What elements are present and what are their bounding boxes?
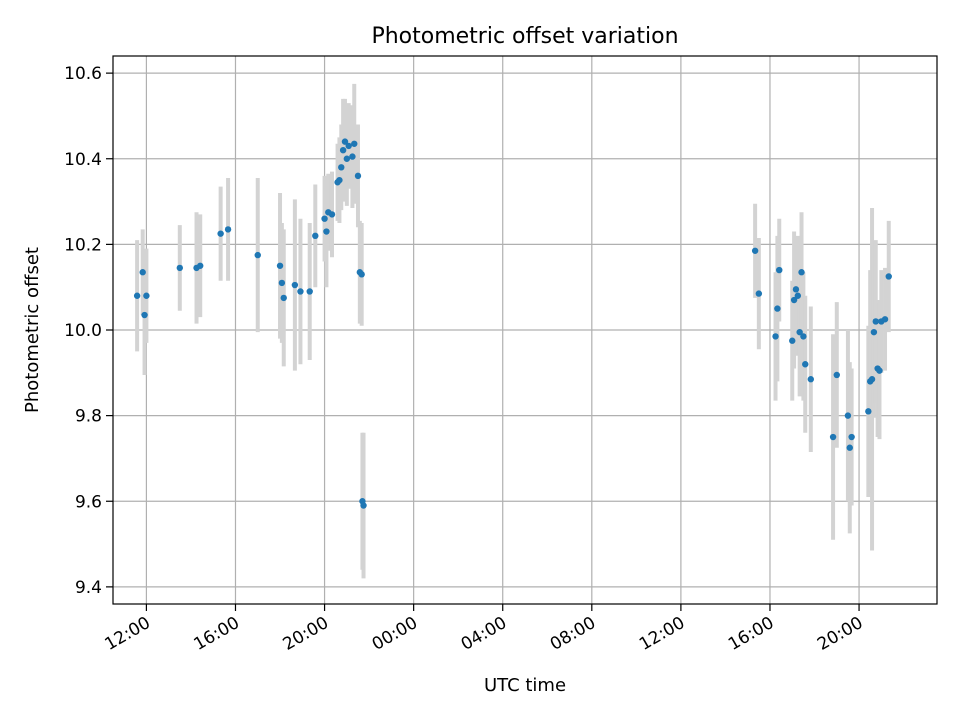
axis-ticks: 12:00 16:00 20:00 00:00 04:00 08:00 12:00 16:00… bbox=[64, 64, 866, 655]
data-point bbox=[881, 316, 889, 323]
data-point bbox=[343, 155, 351, 162]
data-point bbox=[224, 226, 232, 233]
data-point bbox=[345, 142, 352, 150]
data-point bbox=[291, 281, 299, 289]
data-point bbox=[868, 376, 876, 383]
data-point bbox=[280, 294, 287, 302]
data-point bbox=[885, 273, 892, 280]
data-point bbox=[772, 333, 779, 340]
data-point bbox=[796, 328, 803, 336]
data-point bbox=[790, 296, 798, 304]
data-point bbox=[802, 361, 809, 368]
data-point bbox=[755, 290, 763, 297]
data-point bbox=[328, 211, 336, 218]
data-point bbox=[844, 412, 852, 419]
data-point bbox=[789, 337, 796, 344]
data-point bbox=[776, 266, 783, 274]
data-point bbox=[297, 288, 304, 295]
data-point bbox=[807, 376, 815, 383]
data-point bbox=[341, 138, 349, 145]
data-point bbox=[323, 228, 330, 235]
data-point bbox=[358, 271, 365, 278]
x-tick-label: 20:00 bbox=[280, 613, 332, 655]
data-point bbox=[254, 251, 261, 259]
error-bars bbox=[135, 83, 891, 579]
data-point bbox=[176, 264, 184, 272]
data-point bbox=[338, 164, 345, 171]
data-point bbox=[872, 318, 879, 325]
x-tick-label: 16:00 bbox=[191, 613, 243, 655]
x-tick-label: 12:00 bbox=[101, 613, 153, 655]
data-point bbox=[306, 288, 313, 295]
data-point bbox=[865, 408, 872, 415]
data-point bbox=[360, 502, 367, 509]
data-point bbox=[351, 140, 358, 147]
data-point bbox=[349, 153, 356, 160]
data-point bbox=[139, 269, 146, 276]
y-tick-label: 10.2 bbox=[64, 235, 102, 255]
data-point bbox=[143, 292, 150, 299]
x-tick-label: 16:00 bbox=[725, 613, 777, 655]
data-point bbox=[876, 367, 883, 374]
y-tick-label: 9.6 bbox=[75, 492, 102, 512]
data-point bbox=[774, 305, 781, 312]
data-point bbox=[312, 232, 319, 240]
x-axis-label: UTC time bbox=[484, 675, 566, 696]
x-tick-label: 20:00 bbox=[814, 613, 866, 655]
data-points bbox=[133, 138, 892, 509]
data-point bbox=[848, 433, 855, 441]
x-tick-label: 08:00 bbox=[547, 613, 599, 655]
data-point bbox=[798, 269, 805, 276]
y-tick-label: 9.8 bbox=[75, 407, 102, 427]
y-axis-label: Photometric offset bbox=[22, 247, 43, 413]
data-point bbox=[354, 172, 362, 180]
data-point bbox=[141, 311, 148, 319]
y-tick-label: 10.4 bbox=[64, 150, 102, 170]
x-tick-label: 00:00 bbox=[369, 613, 421, 655]
data-point bbox=[833, 371, 840, 379]
data-point bbox=[846, 444, 853, 451]
data-point bbox=[197, 262, 204, 269]
data-point bbox=[339, 146, 347, 154]
data-point bbox=[321, 215, 328, 222]
data-point bbox=[800, 333, 807, 340]
data-point bbox=[794, 292, 802, 299]
data-point bbox=[133, 292, 141, 299]
chart-title: Photometric offset variation bbox=[371, 24, 678, 49]
data-point bbox=[276, 262, 284, 269]
data-point bbox=[870, 328, 878, 336]
data-point bbox=[336, 176, 343, 184]
data-point bbox=[792, 286, 800, 293]
y-tick-label: 10.0 bbox=[64, 321, 102, 341]
data-point bbox=[829, 433, 837, 441]
data-point bbox=[217, 230, 224, 237]
x-tick-label: 04:00 bbox=[458, 613, 510, 655]
y-tick-label: 9.4 bbox=[75, 578, 102, 598]
y-tick-label: 10.6 bbox=[64, 64, 102, 84]
data-point bbox=[751, 247, 759, 254]
x-tick-label: 12:00 bbox=[636, 613, 688, 655]
grid-lines bbox=[113, 56, 937, 604]
data-point bbox=[278, 279, 286, 287]
